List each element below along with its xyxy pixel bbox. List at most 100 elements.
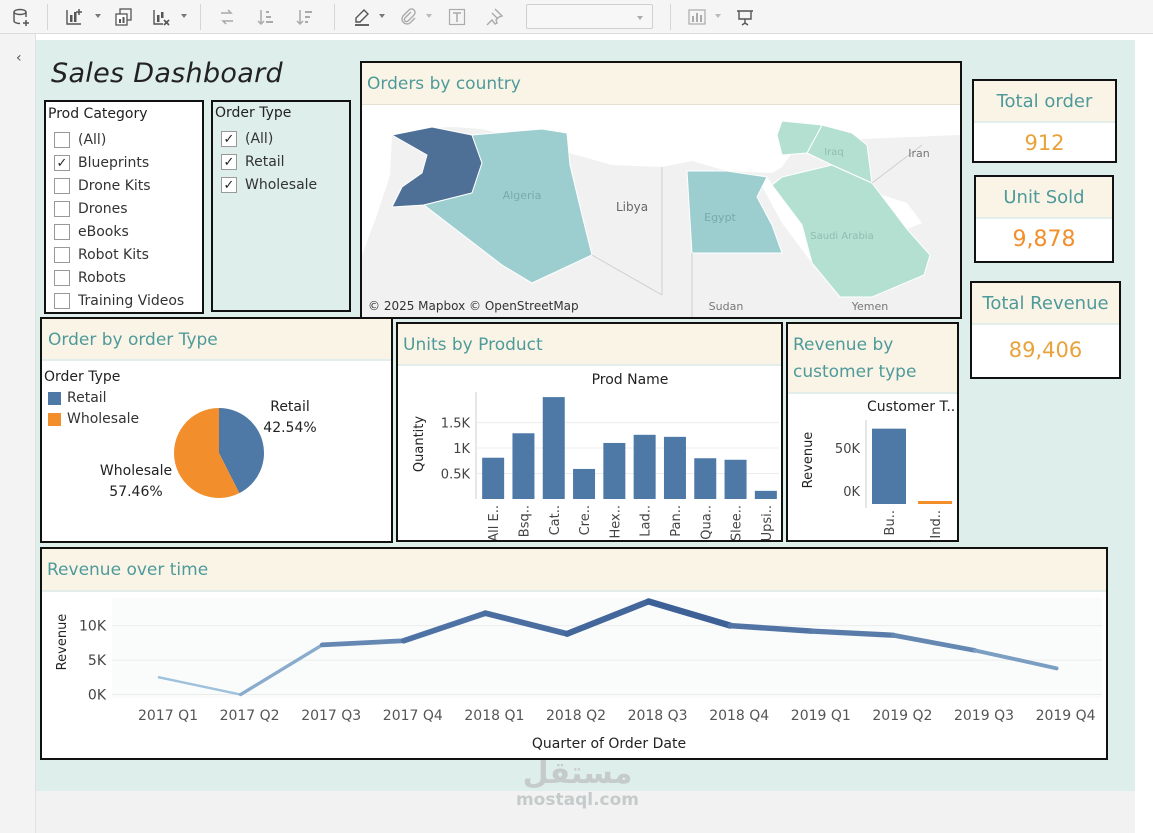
duplicate-sheet-icon[interactable] [113, 6, 135, 28]
filter-option-label: Training Videos [78, 293, 185, 309]
checkbox-unchecked[interactable] [54, 201, 70, 217]
filter-option[interactable]: ✓ Wholesale [221, 175, 317, 195]
map-attribution[interactable]: © 2025 Mapbox © OpenStreetMap [368, 299, 579, 313]
bar[interactable] [724, 459, 747, 499]
y-tick-label: 0.5K [441, 468, 471, 483]
checkbox-unchecked[interactable] [54, 132, 70, 148]
bar[interactable] [512, 433, 535, 499]
sea-shape [362, 135, 392, 255]
watermark-arabic: مستقل [522, 756, 633, 791]
presentation-icon[interactable] [734, 6, 756, 28]
pie-slice-retail[interactable] [219, 408, 264, 494]
x-tick-label: 2018 Q2 [546, 708, 606, 724]
map-label-egypt: Egypt [704, 211, 736, 224]
bar[interactable] [754, 490, 777, 499]
checkbox-unchecked[interactable] [54, 293, 70, 309]
filter-option[interactable]: Training Videos [54, 291, 184, 311]
checkbox-checked[interactable]: ✓ [221, 131, 237, 147]
units-bar-chart[interactable]: Prod Name 0.5K 1K 1.5K Quantity All E.. Bsq.. C… [398, 366, 781, 542]
pie-label: Retail [270, 399, 310, 415]
line-segment[interactable] [238, 643, 324, 697]
bar[interactable] [918, 501, 952, 504]
bar[interactable] [603, 442, 626, 499]
country-algeria[interactable] [422, 128, 593, 284]
checkbox-checked[interactable]: ✓ [221, 154, 237, 170]
chart-header: Customer T.. [867, 399, 955, 415]
bar[interactable] [633, 434, 656, 499]
bar[interactable] [872, 428, 906, 504]
pie-chart[interactable]: Retail 42.54% Wholesale 57.46% [42, 361, 391, 541]
line-segment[interactable] [319, 638, 407, 648]
filter-option[interactable]: (All) [54, 130, 106, 150]
filter-option[interactable]: Robots [54, 268, 126, 288]
y-tick-label: 1.5K [441, 417, 471, 432]
line-segment[interactable] [973, 648, 1059, 671]
kpi-unit-sold: Unit Sold 9,878 [974, 175, 1114, 263]
bar[interactable] [573, 468, 596, 499]
revenue-line-chart[interactable]: 0K 5K 10K Revenue 2017 Q1 2017 Q2 2017 Q3 2017 … [42, 592, 1106, 758]
swap-icon[interactable] [216, 6, 238, 28]
caret-down-icon[interactable] [714, 12, 722, 20]
sort-descending-icon[interactable] [294, 6, 316, 28]
filter-option[interactable]: ✓ Blueprints [54, 153, 149, 173]
filter-option[interactable]: eBooks [54, 222, 129, 242]
caret-down-icon[interactable] [425, 12, 433, 20]
line-segment[interactable] [809, 628, 897, 638]
bar[interactable] [663, 436, 686, 499]
country-egypt[interactable] [686, 170, 783, 254]
show-me-icon[interactable] [686, 6, 708, 28]
new-datasource-icon[interactable] [10, 6, 32, 28]
caret-down-icon[interactable] [180, 12, 188, 20]
checkbox-unchecked[interactable] [54, 247, 70, 263]
bar[interactable] [542, 397, 565, 499]
x-tick-label: 2017 Q1 [138, 708, 198, 724]
x-tick-label: 2019 Q2 [872, 708, 932, 724]
caret-down-icon[interactable] [378, 12, 386, 20]
line-segment[interactable] [891, 632, 978, 653]
line-segment[interactable] [563, 598, 652, 637]
pin-icon[interactable] [483, 6, 505, 28]
sort-ascending-icon[interactable] [255, 6, 277, 28]
chart-title: Order by order Type [42, 319, 391, 361]
filter-option[interactable]: Drone Kits [54, 176, 151, 196]
caret-down-icon[interactable] [94, 12, 102, 20]
checkbox-unchecked[interactable] [54, 178, 70, 194]
text-label-icon[interactable] [446, 6, 468, 28]
legend-item[interactable]: Retail [48, 390, 107, 406]
new-worksheet-icon[interactable] [63, 6, 85, 28]
filter-option[interactable]: ✓ (All) [221, 129, 273, 149]
checkbox-unchecked[interactable] [54, 270, 70, 286]
attach-icon[interactable] [397, 6, 419, 28]
filter-option[interactable]: ✓ Retail [221, 152, 285, 172]
clear-sheet-icon[interactable] [150, 6, 172, 28]
pie-slice-wholesale[interactable] [174, 408, 240, 498]
fit-dropdown[interactable] [526, 4, 653, 29]
line-segment[interactable] [645, 598, 734, 629]
x-axis-label: Quarter of Order Date [532, 736, 686, 752]
line-segment[interactable] [482, 610, 570, 637]
map-view[interactable]: Algeria Libya Egypt Saudi Arabia Iraq Ir… [362, 105, 960, 317]
map-label-saudi-arabia: Saudi Arabia [810, 231, 873, 242]
legend-item[interactable]: Wholesale [48, 411, 139, 427]
filter-option[interactable]: Robot Kits [54, 245, 149, 265]
line-segment[interactable] [727, 622, 815, 634]
filter-option[interactable]: Drones [54, 199, 128, 219]
checkbox-unchecked[interactable] [54, 224, 70, 240]
checkbox-checked[interactable]: ✓ [221, 177, 237, 193]
bar[interactable] [694, 458, 717, 499]
x-tick-label: 2019 Q1 [791, 708, 851, 724]
checkbox-checked[interactable]: ✓ [54, 155, 70, 171]
customer-bar-chart[interactable]: Customer T.. 0K 50K Revenue Bu.. Ind.. [788, 394, 957, 540]
x-tick-label: All E.. [487, 505, 502, 542]
line-segment[interactable] [400, 610, 489, 644]
line-segment[interactable] [157, 676, 242, 696]
bar[interactable] [482, 457, 505, 499]
dashboard-title: Sales Dashboard [51, 58, 283, 89]
collapse-left-icon[interactable]: ‹ [16, 50, 22, 66]
filter-prod-category: Prod Category (All) ✓ Blueprints Drone Kits… [44, 100, 204, 314]
highlight-icon[interactable] [351, 6, 373, 28]
revenue-customer-panel: Revenue by customer type Customer T.. 0K 5… [786, 322, 959, 542]
map-panel: Orders by country Algeria Libya Egypt Sa… [360, 61, 962, 319]
kpi-value: 89,406 [1008, 338, 1083, 362]
country-syria[interactable] [776, 120, 823, 156]
